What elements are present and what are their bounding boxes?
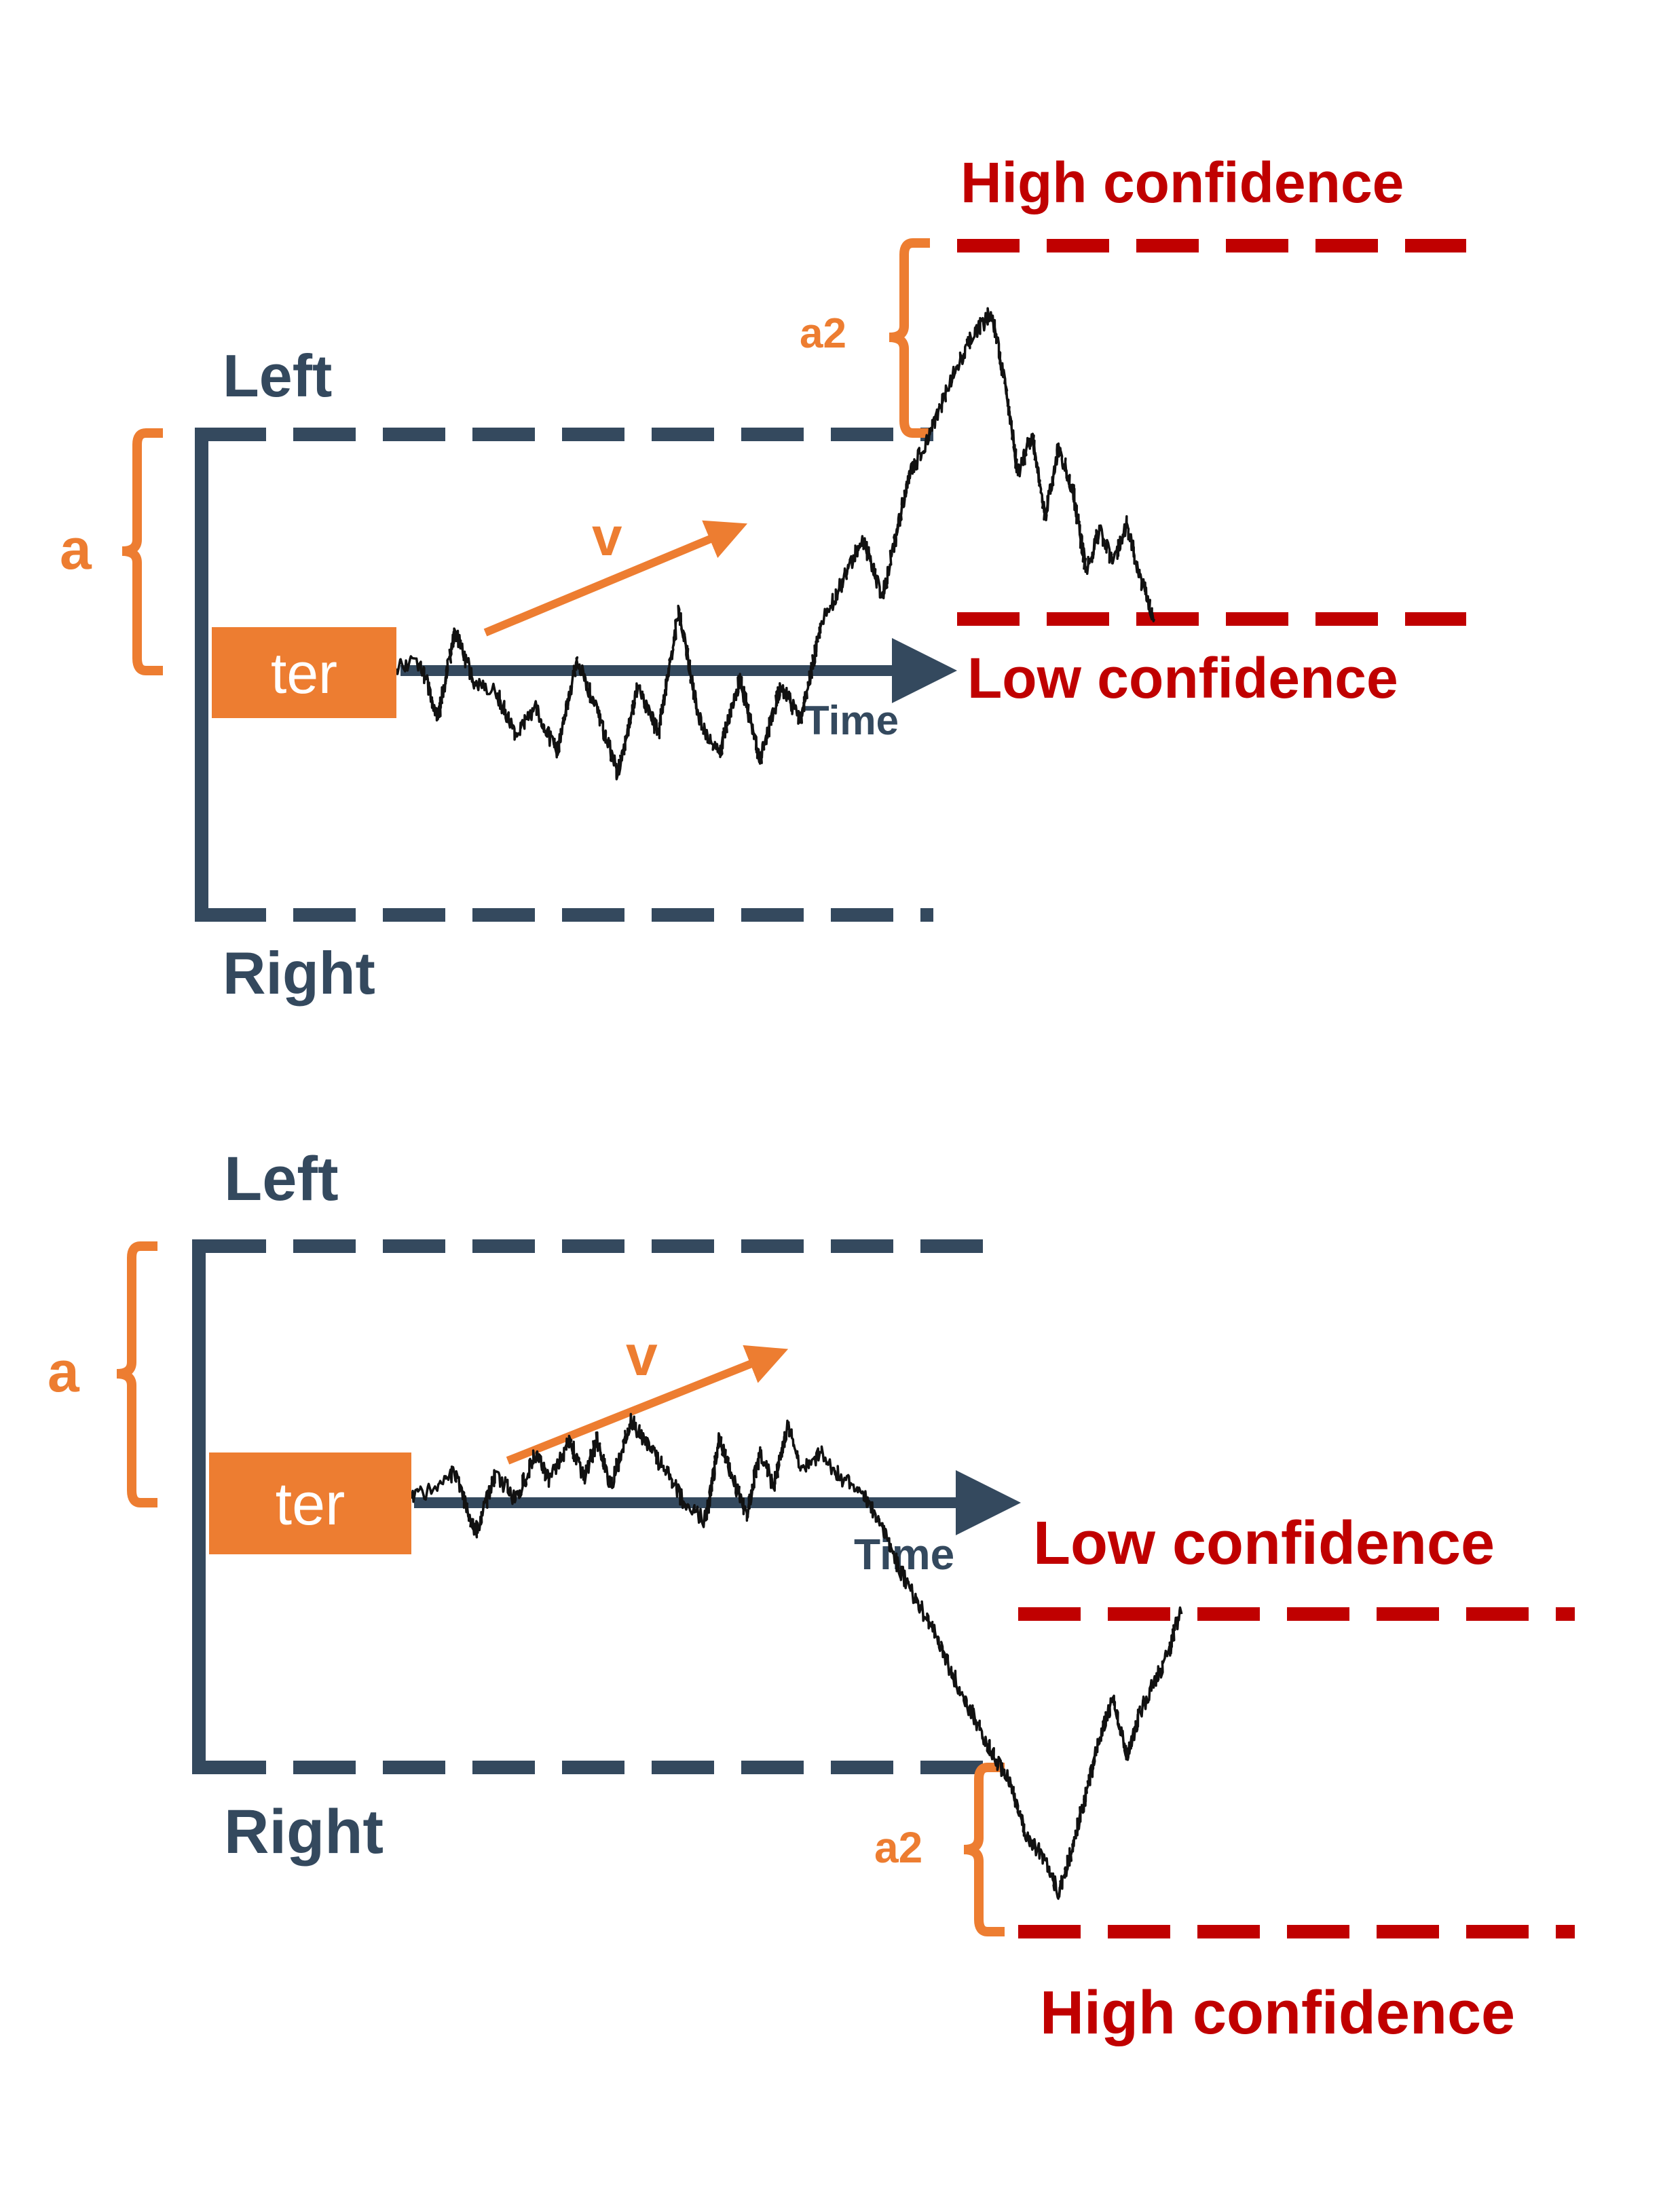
drift-arrow bbox=[506, 1345, 789, 1465]
evidence-trace bbox=[410, 1412, 1183, 1900]
left-label: Left bbox=[223, 342, 332, 409]
right-label: Right bbox=[224, 1797, 384, 1867]
left-label: Left bbox=[224, 1144, 339, 1214]
ter-label: ter bbox=[276, 1470, 346, 1537]
panel-bottom: Low confidence High confidence Left Righ… bbox=[48, 1144, 1575, 2047]
start-bracket bbox=[195, 428, 224, 922]
evidence-trace bbox=[395, 307, 1156, 781]
a2-label: a2 bbox=[874, 1823, 922, 1872]
a2-label: a2 bbox=[800, 310, 846, 357]
high-confidence-label: High confidence bbox=[960, 151, 1404, 214]
start-bracket bbox=[192, 1239, 224, 1774]
a-label: a bbox=[60, 517, 92, 581]
a2-brace bbox=[889, 238, 930, 438]
ter-box bbox=[212, 627, 396, 718]
low-confidence-label: Low confidence bbox=[967, 646, 1398, 710]
time-label: Time bbox=[804, 698, 899, 743]
high-confidence-label: High confidence bbox=[1040, 1979, 1515, 2047]
drift-arrow bbox=[483, 520, 748, 637]
a-label: a bbox=[48, 1340, 80, 1404]
ter-box bbox=[209, 1452, 411, 1554]
right-label: Right bbox=[223, 939, 375, 1007]
low-confidence-label: Low confidence bbox=[1033, 1510, 1495, 1577]
panel-top: High confidence Low confidence Left Righ… bbox=[60, 151, 1466, 1007]
a-brace bbox=[116, 1241, 157, 1507]
v-label: v bbox=[592, 506, 622, 567]
ter-label: ter bbox=[271, 641, 337, 705]
v-label: v bbox=[626, 1324, 658, 1387]
a-brace bbox=[122, 428, 163, 675]
a2-brace bbox=[963, 1763, 1005, 1936]
